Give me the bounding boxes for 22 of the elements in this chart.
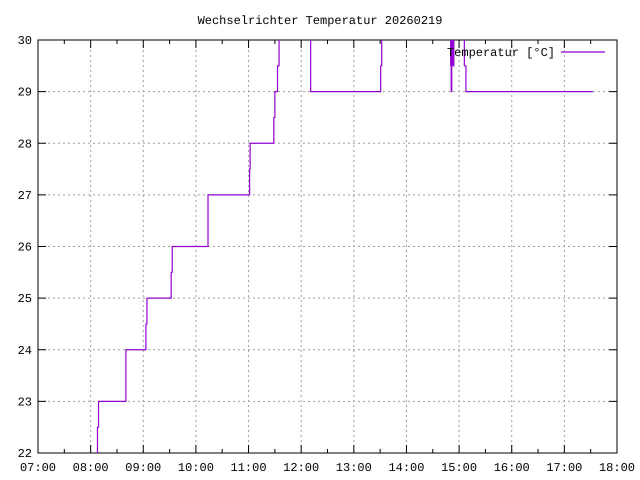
x-tick-label: 07:00 bbox=[20, 461, 56, 475]
x-tick-label: 09:00 bbox=[125, 461, 162, 475]
x-tick-label: 10:00 bbox=[178, 461, 214, 475]
x-tick-label: 12:00 bbox=[283, 461, 320, 475]
x-tick-label: 16:00 bbox=[494, 461, 530, 475]
x-tick-label: 13:00 bbox=[336, 461, 372, 475]
y-tick-label: 29 bbox=[18, 86, 32, 100]
x-tick-label: 15:00 bbox=[441, 461, 478, 475]
x-tick-label: 18:00 bbox=[598, 461, 636, 475]
y-tick-label: 30 bbox=[18, 34, 32, 48]
x-tick-label: 08:00 bbox=[72, 461, 109, 475]
x-tick-label: 17:00 bbox=[546, 461, 582, 475]
x-tick-label: 11:00 bbox=[230, 461, 267, 475]
y-tick-label: 27 bbox=[18, 188, 32, 203]
y-tick-label: 25 bbox=[18, 292, 32, 306]
chart-title: Wechselrichter Temperatur 20260219 bbox=[198, 14, 442, 28]
x-tick-label: 14:00 bbox=[388, 461, 424, 475]
y-tick-label: 22 bbox=[18, 447, 32, 461]
y-tick-label: 24 bbox=[18, 344, 32, 358]
y-tick-label: 26 bbox=[18, 240, 32, 254]
y-tick-label: 23 bbox=[18, 395, 32, 410]
y-tick-label: 28 bbox=[18, 137, 32, 152]
